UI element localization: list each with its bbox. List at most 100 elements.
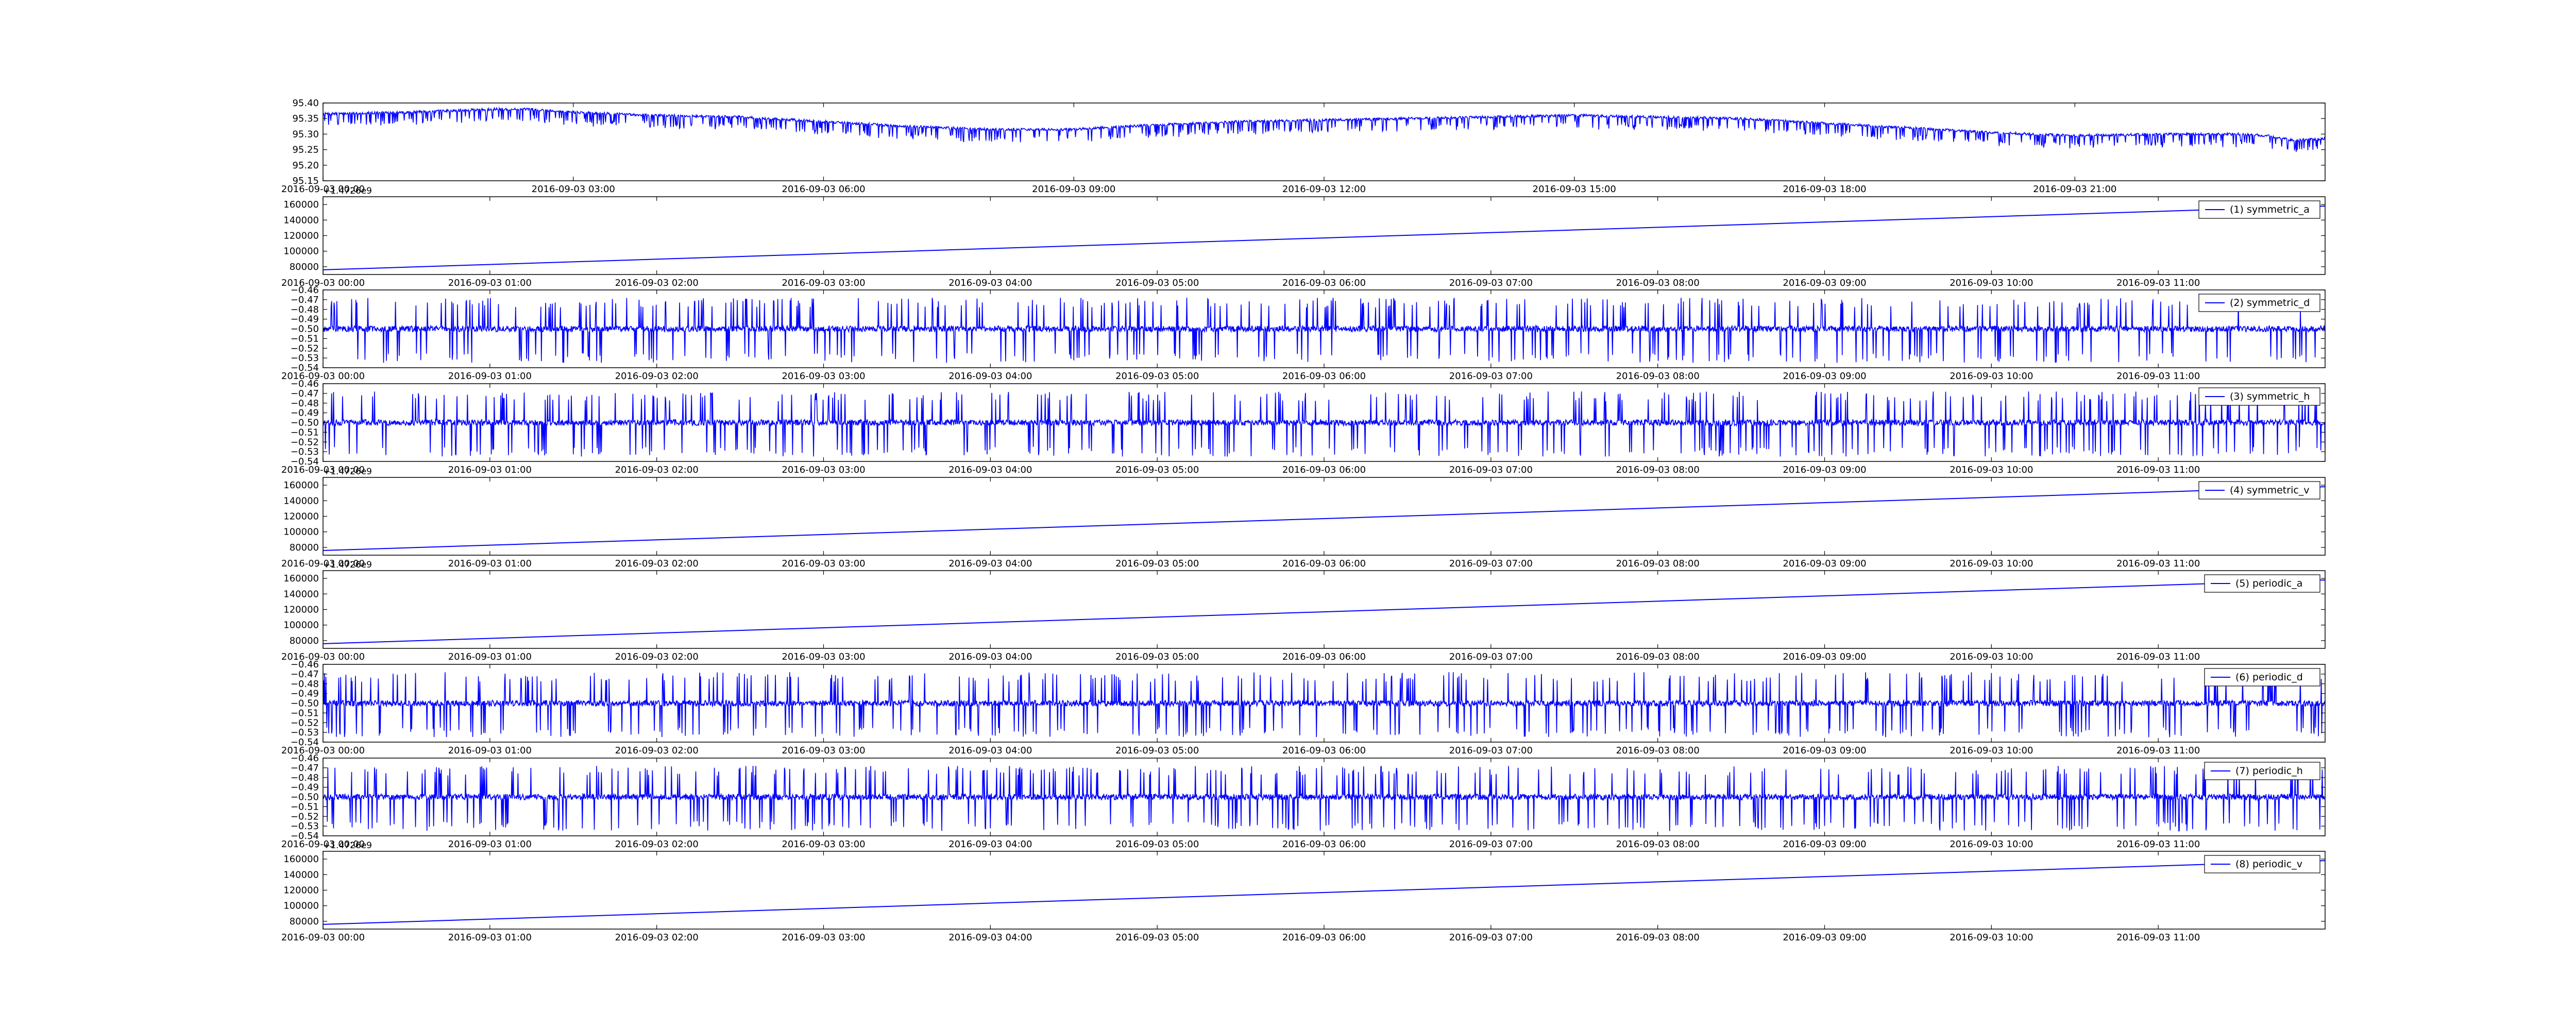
x-tick-label: 2016-09-03 03:00 <box>782 371 865 382</box>
x-tick-label: 2016-09-03 07:00 <box>1449 465 1533 475</box>
y-tick-label: −0.53 <box>291 447 319 457</box>
y-tick-label: −0.52 <box>291 717 319 728</box>
panel-periodic_d: −0.46−0.47−0.48−0.49−0.50−0.51−0.52−0.53… <box>281 659 2326 756</box>
x-tick-label: 2016-09-03 07:00 <box>1449 558 1533 569</box>
x-tick-label: 2016-09-03 11:00 <box>2116 278 2200 288</box>
x-tick-label: 2016-09-03 12:00 <box>1282 184 1366 195</box>
panel-symmetric_h: −0.46−0.47−0.48−0.49−0.50−0.51−0.52−0.53… <box>281 379 2326 475</box>
x-tick-label: 2016-09-03 10:00 <box>1950 932 2033 943</box>
x-tick-label: 2016-09-03 00:00 <box>281 558 365 569</box>
x-tick-label: 2016-09-03 15:00 <box>1533 184 1616 195</box>
x-tick-label: 2016-09-03 05:00 <box>1115 558 1199 569</box>
x-tick-label: 2016-09-03 08:00 <box>1616 932 1700 943</box>
y-tick-label: −0.48 <box>291 304 319 315</box>
series-line-symmetric_d <box>323 297 2325 363</box>
x-tick-label: 2016-09-03 06:00 <box>1282 278 1366 288</box>
x-tick-label: 2016-09-03 07:00 <box>1449 745 1533 756</box>
y-tick-label: 120000 <box>283 605 319 615</box>
y-tick-label: −0.50 <box>291 698 319 709</box>
y-tick-label: 100000 <box>283 246 319 257</box>
x-tick-label: 2016-09-03 10:00 <box>1950 371 2033 382</box>
y-tick-label: −0.51 <box>291 801 319 812</box>
x-tick-label: 2016-09-03 06:00 <box>1282 465 1366 475</box>
y-tick-label: −0.47 <box>291 295 319 305</box>
y-tick-label: −0.49 <box>291 314 319 325</box>
x-tick-label: 2016-09-03 06:00 <box>1282 745 1366 756</box>
axes-frame <box>323 477 2326 556</box>
offset-text: +1.4726e9 <box>323 560 372 570</box>
x-tick-label: 2016-09-03 04:00 <box>948 465 1032 475</box>
x-tick-label: 2016-09-03 04:00 <box>948 651 1032 662</box>
y-tick-label: 95.25 <box>292 145 319 156</box>
y-tick-label: −0.52 <box>291 811 319 822</box>
y-tick-label: −0.54 <box>291 831 319 842</box>
legend-box <box>2204 855 2320 873</box>
x-tick-label: 2016-09-03 00:00 <box>281 839 365 850</box>
x-tick-label: 2016-09-03 11:00 <box>2116 932 2200 943</box>
series-line-periodic_h <box>323 766 2325 832</box>
legend-label: (7) periodic_h <box>2235 765 2303 777</box>
x-tick-label: 2016-09-03 07:00 <box>1449 932 1533 943</box>
y-tick-label: 160000 <box>283 854 319 865</box>
panel-symmetric_v: 160000 140000 120000 100000 80000 2016-09-03 … <box>281 467 2326 569</box>
y-tick-label: −0.49 <box>291 689 319 699</box>
x-tick-label: 2016-09-03 05:00 <box>1115 745 1199 756</box>
x-tick-label: 2016-09-03 07:00 <box>1449 839 1533 850</box>
y-tick-label: −0.46 <box>291 285 319 296</box>
x-tick-label: 2016-09-03 04:00 <box>948 839 1032 850</box>
panel-periodic_a: 160000 140000 120000 100000 80000 2016-09-03 … <box>281 560 2326 662</box>
x-tick-label: 2016-09-03 03:00 <box>532 184 615 195</box>
x-tick-label: 2016-09-03 04:00 <box>948 278 1032 288</box>
y-tick-label: 160000 <box>283 480 319 491</box>
x-tick-label: 2016-09-03 09:00 <box>1783 745 1866 756</box>
y-tick-label: −0.49 <box>291 408 319 419</box>
x-tick-label: 2016-09-03 02:00 <box>615 558 699 569</box>
y-tick-label: −0.48 <box>291 772 319 783</box>
x-tick-label: 2016-09-03 00:00 <box>281 745 365 756</box>
y-tick-label: −0.46 <box>291 753 319 764</box>
x-tick-label: 2016-09-03 05:00 <box>1115 932 1199 943</box>
y-tick-label: 100000 <box>283 901 319 912</box>
x-tick-label: 2016-09-03 04:00 <box>948 558 1032 569</box>
y-tick-label: −0.50 <box>291 324 319 335</box>
legend-label: (5) periodic_a <box>2235 578 2302 589</box>
y-tick-label: −0.54 <box>291 456 319 467</box>
x-tick-label: 2016-09-03 03:00 <box>782 558 865 569</box>
y-tick-label: 120000 <box>283 511 319 522</box>
x-tick-label: 2016-09-03 03:00 <box>782 651 865 662</box>
x-tick-label: 2016-09-03 04:00 <box>948 932 1032 943</box>
legend-label: (1) symmetric_a <box>2230 204 2310 215</box>
x-tick-label: 2016-09-03 08:00 <box>1616 745 1700 756</box>
x-tick-label: 2016-09-03 11:00 <box>2116 558 2200 569</box>
x-tick-label: 2016-09-03 01:00 <box>448 839 532 850</box>
x-tick-label: 2016-09-03 05:00 <box>1115 278 1199 288</box>
series-line-symmetric_v <box>323 486 2325 551</box>
x-tick-label: 2016-09-03 08:00 <box>1616 278 1700 288</box>
x-tick-label: 2016-09-03 18:00 <box>1783 184 1866 195</box>
offset-text: +1.4726e9 <box>323 840 372 851</box>
series-line-symmetric_h <box>323 391 2325 457</box>
x-tick-label: 2016-09-03 10:00 <box>1950 651 2033 662</box>
y-tick-label: −0.49 <box>291 782 319 793</box>
x-tick-label: 2016-09-03 01:00 <box>448 651 532 662</box>
y-tick-label: −0.51 <box>291 708 319 718</box>
x-tick-label: 2016-09-03 08:00 <box>1616 465 1700 475</box>
axes-frame <box>323 851 2326 930</box>
x-tick-label: 2016-09-03 02:00 <box>615 745 699 756</box>
x-tick-label: 2016-09-03 06:00 <box>1282 651 1366 662</box>
x-tick-label: 2016-09-03 02:00 <box>615 278 699 288</box>
y-tick-label: 120000 <box>283 885 319 896</box>
x-tick-label: 2016-09-03 02:00 <box>615 651 699 662</box>
x-tick-label: 2016-09-03 06:00 <box>1282 932 1366 943</box>
y-tick-label: −0.46 <box>291 379 319 389</box>
legend-label: (8) periodic_v <box>2235 859 2302 870</box>
x-tick-label: 2016-09-03 09:00 <box>1783 371 1866 382</box>
x-tick-label: 2016-09-03 09:00 <box>1783 932 1866 943</box>
x-tick-label: 2016-09-03 04:00 <box>948 745 1032 756</box>
x-tick-label: 2016-09-03 09:00 <box>1032 184 1115 195</box>
x-tick-label: 2016-09-03 11:00 <box>2116 745 2200 756</box>
y-tick-label: −0.51 <box>291 333 319 344</box>
x-tick-label: 2016-09-03 08:00 <box>1616 839 1700 850</box>
y-tick-label: 95.30 <box>292 129 319 140</box>
x-tick-label: 2016-09-03 05:00 <box>1115 465 1199 475</box>
